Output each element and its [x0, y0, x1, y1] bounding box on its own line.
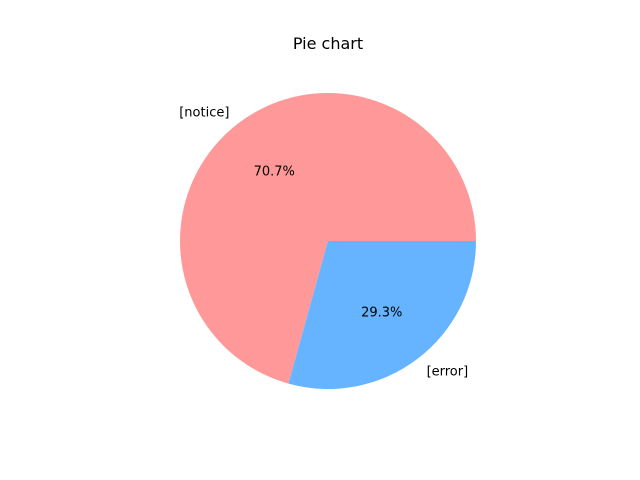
- pie-slice-error: [288, 241, 476, 389]
- slice-label-notice: [notice]: [179, 105, 229, 120]
- slice-percent-notice: 70.7%: [254, 164, 295, 179]
- slice-label-error: [error]: [427, 365, 469, 380]
- slice-percent-error: 29.3%: [361, 306, 402, 321]
- pie-slice-notice: [180, 93, 477, 384]
- pie-slices: [180, 93, 477, 389]
- chart-title: Pie chart: [293, 34, 363, 53]
